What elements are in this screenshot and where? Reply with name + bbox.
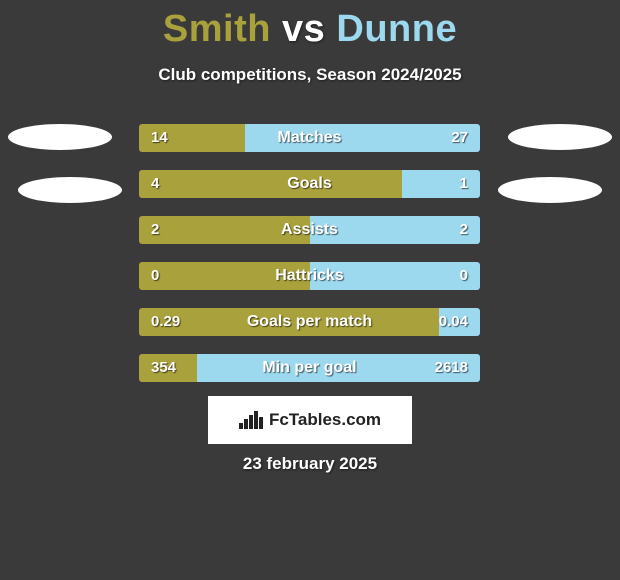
stat-value-left: 4 [139,170,171,198]
player1-name: Smith [163,8,271,50]
stat-bars: 14 27Matches 4 1Goals 2 2Assists 0 0Hattricks 0.… [139,124,480,400]
player1-avatar-top [8,124,112,150]
player1-avatar-bottom [18,177,122,203]
date-text: 23 february 2025 [0,454,620,474]
stat-row: 2 2Assists [139,216,480,244]
stat-value-left: 0.29 [139,308,192,336]
stat-label: Assists [139,216,480,244]
stat-row: 3542618Min per goal [139,354,480,382]
stat-row: 0.290.04Goals per match [139,308,480,336]
comparison-title: Smith vs Dunne [0,0,620,51]
stat-value-right: 2 [448,216,480,244]
stat-value-right: 2618 [423,354,480,382]
stat-value-left: 2 [139,216,171,244]
stat-row: 14 27Matches [139,124,480,152]
player2-avatar-bottom [498,177,602,203]
stat-label: Goals [139,170,480,198]
stat-row: 0 0Hattricks [139,262,480,290]
stat-value-left: 0 [139,262,171,290]
vs-text: vs [282,8,325,50]
stat-value-right: 1 [448,170,480,198]
stat-value-left: 354 [139,354,188,382]
player2-name: Dunne [336,8,457,50]
brand-badge: FcTables.com [208,396,412,444]
stat-value-right: 0 [448,262,480,290]
brand-icon [239,411,263,429]
stat-value-right: 27 [439,124,480,152]
stat-value-left: 14 [139,124,180,152]
brand-text: FcTables.com [269,410,381,430]
stat-label: Hattricks [139,262,480,290]
stat-row: 4 1Goals [139,170,480,198]
stat-value-right: 0.04 [427,308,480,336]
subtitle: Club competitions, Season 2024/2025 [0,65,620,85]
stat-label: Matches [139,124,480,152]
player2-avatar-top [508,124,612,150]
